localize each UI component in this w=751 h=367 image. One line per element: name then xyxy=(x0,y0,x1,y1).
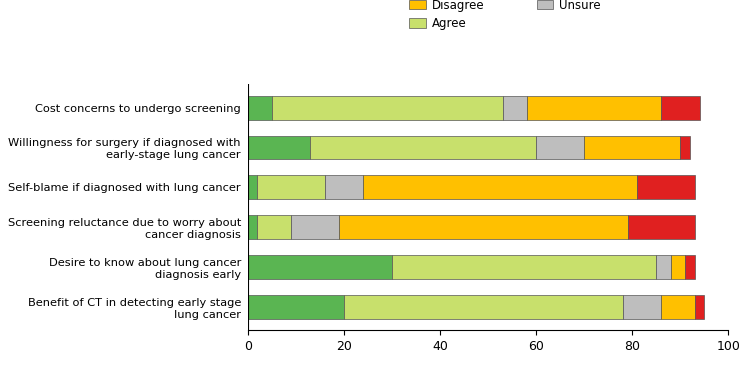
Bar xyxy=(324,175,363,199)
Bar xyxy=(685,255,695,279)
Bar xyxy=(291,215,339,239)
Bar xyxy=(363,175,637,199)
Bar xyxy=(628,215,695,239)
Bar xyxy=(680,135,690,159)
Bar xyxy=(695,295,704,319)
Bar xyxy=(584,135,680,159)
Bar xyxy=(258,215,291,239)
Bar xyxy=(526,95,661,120)
Bar xyxy=(248,95,272,120)
Bar xyxy=(339,215,628,239)
Bar xyxy=(502,95,526,120)
Bar xyxy=(272,95,502,120)
Bar xyxy=(536,135,584,159)
Bar xyxy=(248,175,258,199)
Bar xyxy=(258,175,324,199)
Bar xyxy=(671,255,685,279)
Bar xyxy=(248,215,258,239)
Bar xyxy=(344,295,623,319)
Bar xyxy=(248,135,310,159)
Bar xyxy=(637,175,695,199)
Bar xyxy=(248,255,392,279)
Bar xyxy=(310,135,536,159)
Legend: Strongly agree, Disagree, Agree, Strongly disagree, Unsure: Strongly agree, Disagree, Agree, Strongl… xyxy=(409,0,663,30)
Bar xyxy=(661,295,695,319)
Bar xyxy=(623,295,661,319)
Bar xyxy=(392,255,656,279)
Bar xyxy=(656,255,671,279)
Bar xyxy=(248,295,344,319)
Bar xyxy=(661,95,700,120)
